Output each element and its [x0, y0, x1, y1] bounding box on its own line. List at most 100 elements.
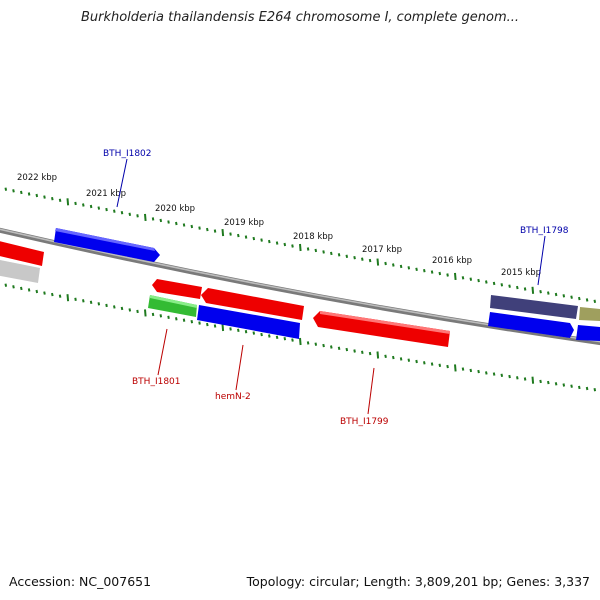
- minor-tick: [314, 342, 318, 346]
- gene-highlight: [150, 295, 197, 308]
- minor-tick: [291, 244, 294, 248]
- minor-tick: [244, 235, 248, 239]
- inner-scale-track: [4, 283, 597, 392]
- minor-tick: [492, 372, 496, 376]
- major-tick: [531, 376, 535, 384]
- minor-tick: [461, 367, 465, 371]
- minor-tick: [446, 364, 449, 369]
- gene-highlight: [55, 228, 155, 251]
- minor-tick: [268, 239, 271, 244]
- minor-tick: [446, 273, 449, 277]
- minor-tick: [523, 287, 527, 291]
- gene-small-red: [152, 279, 202, 299]
- kbp-label: 2015 kbp: [501, 268, 541, 278]
- minor-tick: [167, 315, 170, 319]
- gene-label-hemn-2[interactable]: hemN-2: [215, 392, 251, 402]
- minor-tick: [167, 220, 170, 224]
- minor-tick: [51, 292, 54, 297]
- minor-tick: [384, 261, 387, 266]
- minor-tick: [368, 351, 372, 356]
- accession-text: Accession: NC_007651: [9, 574, 152, 589]
- reverse-strand-genes: [148, 279, 600, 347]
- minor-tick: [423, 269, 426, 273]
- gene-bth-i1799[interactable]: [313, 311, 450, 347]
- minor-tick: [35, 193, 39, 198]
- major-tick: [299, 337, 302, 346]
- kbp-labels: 2022 kbp 2021 kbp 2020 kbp 2019 kbp 2018…: [17, 173, 541, 278]
- gene-bth-i1802[interactable]: [54, 228, 160, 262]
- minor-tick: [51, 197, 54, 201]
- gene-highlight: [320, 311, 450, 334]
- minor-tick: [82, 299, 85, 303]
- kbp-label: 2019 kbp: [224, 218, 264, 228]
- minor-tick: [392, 263, 395, 267]
- gene-hemn-2[interactable]: [197, 305, 300, 339]
- minor-tick: [361, 350, 364, 354]
- minor-tick: [314, 248, 318, 253]
- minor-tick: [43, 291, 46, 295]
- minor-tick: [306, 341, 310, 345]
- minor-tick: [113, 305, 116, 309]
- minor-tick: [229, 232, 232, 236]
- minor-tick: [523, 377, 527, 381]
- major-tick: [454, 364, 457, 372]
- gene-hemn-2-red: [201, 288, 304, 320]
- minor-tick: [74, 297, 77, 301]
- label-leaders: [116, 158, 546, 415]
- minor-tick: [407, 358, 411, 362]
- minor-tick: [198, 226, 201, 230]
- minor-tick: [322, 250, 325, 254]
- minor-tick: [206, 227, 209, 232]
- forward-strand-genes: [0, 228, 600, 321]
- minor-tick: [477, 278, 480, 283]
- gene-blue-right: [488, 312, 574, 338]
- minor-tick: [291, 338, 294, 342]
- minor-tick: [430, 362, 434, 366]
- minor-tick: [500, 373, 504, 377]
- minor-tick: [20, 190, 23, 195]
- gene-label-bth-i1799[interactable]: BTH_I1799: [340, 417, 389, 427]
- minor-tick: [97, 206, 101, 210]
- minor-tick: [58, 294, 62, 298]
- minor-tick: [12, 285, 15, 289]
- minor-tick: [570, 295, 573, 299]
- minor-tick: [182, 223, 186, 227]
- minor-tick: [438, 271, 442, 276]
- major-tick: [66, 198, 70, 206]
- major-tick: [376, 351, 380, 359]
- gene-blue-edge: [576, 325, 600, 341]
- minor-tick: [190, 320, 194, 324]
- minor-tick: [89, 300, 93, 304]
- gene-grey: [0, 260, 40, 283]
- minor-tick: [105, 207, 108, 212]
- minor-tick: [337, 253, 341, 257]
- minor-tick: [120, 211, 124, 215]
- minor-tick: [136, 309, 139, 314]
- minor-tick: [345, 254, 349, 258]
- minor-tick: [539, 290, 542, 294]
- minor-tick: [175, 221, 178, 226]
- minor-tick: [89, 204, 93, 209]
- major-tick: [221, 229, 225, 237]
- minor-tick: [368, 258, 372, 263]
- major-tick: [221, 323, 225, 332]
- minor-tick: [353, 256, 356, 260]
- minor-tick: [337, 346, 341, 350]
- minor-tick: [407, 266, 411, 270]
- gene-bth-i1801-rna[interactable]: [148, 295, 197, 317]
- minor-tick: [82, 203, 85, 207]
- minor-tick: [585, 386, 589, 391]
- kbp-label: 2021 kbp: [86, 189, 126, 199]
- minor-tick: [485, 371, 488, 375]
- gene-label-bth-i1802[interactable]: BTH_I1802: [103, 149, 152, 159]
- minor-tick: [438, 363, 442, 367]
- minor-tick: [585, 298, 589, 302]
- minor-tick: [361, 257, 364, 261]
- minor-tick: [237, 233, 240, 238]
- gene-label-bth-i1798[interactable]: BTH_I1798: [520, 226, 569, 236]
- gene-label-bth-i1801[interactable]: BTH_I1801: [132, 377, 181, 387]
- minor-tick: [252, 236, 256, 241]
- major-tick: [144, 213, 147, 221]
- minor-tick: [593, 388, 597, 392]
